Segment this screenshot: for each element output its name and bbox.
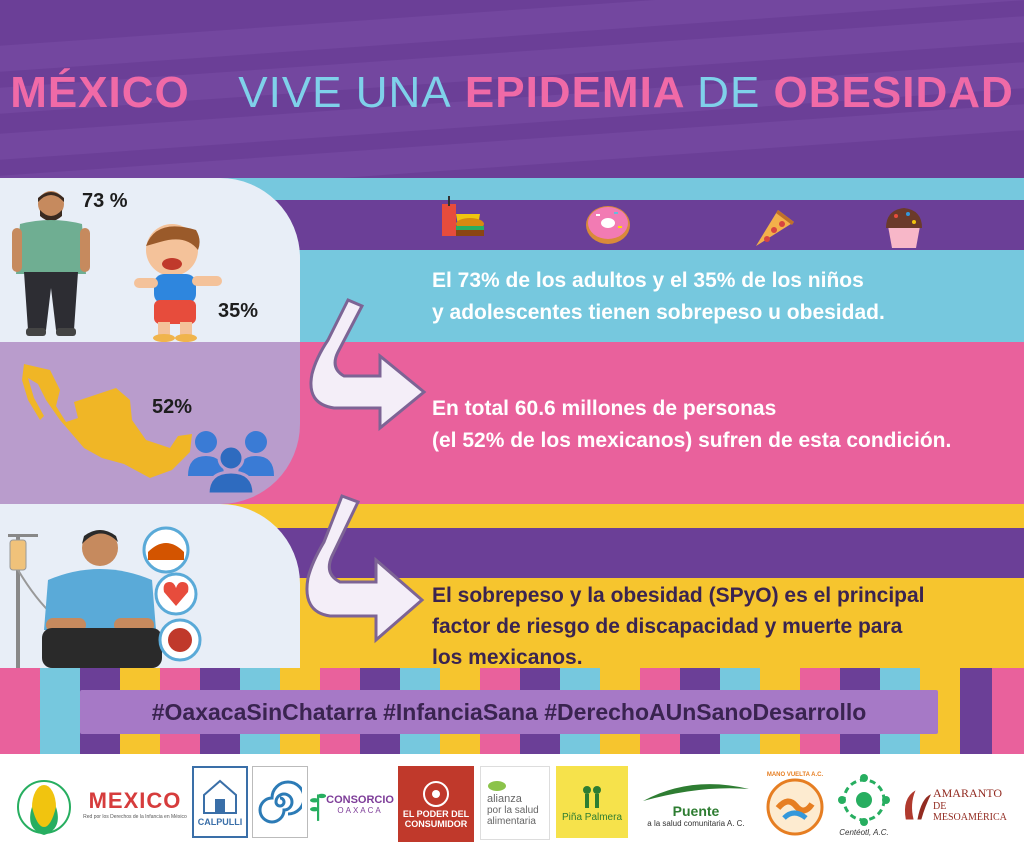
title-word-de: DE: [697, 68, 761, 117]
amaranto-plant-icon: [904, 790, 932, 820]
curved-arrow-2-icon: [305, 494, 425, 644]
amaranto-logo-text-1: AMARANTO: [932, 785, 1003, 800]
alianza-logo-text-1: alianza: [487, 793, 522, 805]
alianza-salud-alimentaria-logo: alianza por la salud alimentaria: [480, 766, 550, 840]
corn-cob-icon: [17, 780, 71, 835]
house-icon: [203, 779, 237, 814]
header-banner: MÉXICO VIVE UNA EPIDEMIA DE OBESIDAD: [0, 0, 1024, 178]
people-group-icon: [188, 431, 274, 494]
poder-logo-text-2: CONSUMIDOR: [404, 819, 468, 829]
poder-logo-text-1: EL PODER DEL: [402, 809, 470, 819]
population-statement-line2: (el 52% de los mexicanos) sufren de esta…: [432, 429, 952, 452]
el-poder-del-consumidor-logo: EL PODER DEL CONSUMIDOR: [398, 766, 474, 842]
hands-icon: [766, 778, 824, 836]
amaranto-logo-text-2: DE MESOAMÉRICA: [932, 800, 1007, 823]
adults-children-statement-line1: El 73% de los adultos y el 35% de los ni…: [432, 269, 864, 292]
palm-figures-icon: [583, 785, 601, 808]
pina-logo-text: Piña Palmera: [561, 811, 623, 823]
title-word-mexico: MÉXICO: [10, 68, 190, 117]
calpulli-logo: CALPULLI: [192, 766, 248, 838]
adult-man-icon: [12, 191, 90, 336]
title-word-vive-una: VIVE UNA: [238, 68, 452, 117]
mexico-logo-subtitle: Red por los Derechos de la Infancia en M…: [83, 814, 187, 820]
calpulli-logo-text: CALPULLI: [197, 817, 243, 827]
fast-food-icon: [442, 196, 484, 236]
risk-statement-line2: factor de riesgo de discapacidad y muert…: [432, 615, 903, 638]
plant-icon: [310, 793, 327, 821]
consorcio-oaxaca-logo: CONSORCIO OAXACA: [310, 764, 394, 844]
mano-vuelta-logo: MANO VUELTA A.C.: [762, 764, 828, 844]
child-eating-icon: [134, 224, 222, 342]
mexico-map-icon: [22, 364, 192, 478]
pina-palmera-logo: Piña Palmera: [556, 766, 628, 838]
red-derechos-infancia-logo: MEXICO Red por los Derechos de la Infanc…: [82, 764, 188, 844]
sick-person-icon: [8, 526, 202, 668]
adults-percentage: 73 %: [82, 190, 128, 212]
mano-logo-text: MANO VUELTA A.C.: [766, 772, 824, 778]
curved-arrow-1-icon: [309, 298, 427, 432]
centeotl-logo-text: Centéotl, A.C.: [839, 827, 889, 837]
title-word-obesidad: OBESIDAD: [773, 68, 1014, 117]
centeotl-logo: Centéotl, A.C.: [832, 764, 896, 844]
partner-logos-bar: MEXICO Red por los Derechos de la Infanc…: [0, 754, 1024, 855]
pizza-icon: [756, 210, 794, 246]
title-word-epidemia: EPIDEMIA: [464, 68, 684, 117]
donut-icon: [586, 206, 630, 244]
hashtags-text: #OaxacaSinChatarra #InfanciaSana #Derech…: [151, 699, 867, 725]
nautilus-shell-icon: [258, 780, 302, 824]
alianza-logo-text-2: por la salud: [487, 805, 539, 816]
puente-logo-text-1: Puente: [672, 802, 720, 819]
risk-statement-line3: los mexicanos.: [432, 646, 583, 669]
eye-icon: [423, 781, 449, 807]
espacio-logo: [252, 766, 308, 838]
consorcio-logo-text-2: OAXACA: [337, 805, 383, 815]
adults-children-statement-line2: y adolescentes tienen sobrepeso u obesid…: [432, 301, 885, 324]
centeotl-figures-icon: [838, 773, 890, 826]
leaf-icon: [488, 781, 506, 791]
hashtag-banner: [80, 690, 938, 734]
alianza-logo-text-3: alimentaria: [487, 816, 536, 827]
amaranto-mesoamerica-logo: AMARANTO DE MESOAMÉRICA: [900, 764, 1020, 844]
puente-logo: Puente a la salud comunitaria A. C.: [634, 764, 758, 844]
population-percentage: 52%: [152, 396, 193, 418]
consorcio-logo-text-1: CONSORCIO: [326, 793, 394, 806]
risk-statement-line1: El sobrepeso y la obesidad (SPyO) es el …: [432, 584, 925, 607]
puente-leaf-icon: [643, 783, 749, 801]
mexico-logo-text: MEXICO: [88, 788, 182, 813]
page-title: MÉXICO VIVE UNA EPIDEMIA DE OBESIDAD: [0, 68, 1024, 118]
children-percentage: 35%: [218, 300, 259, 322]
movimiento-social-logo: [12, 764, 76, 844]
cupcake-icon: [886, 208, 922, 248]
puente-logo-text-2: a la salud comunitaria A. C.: [647, 818, 745, 828]
population-statement-line1: En total 60.6 millones de personas: [432, 397, 777, 420]
